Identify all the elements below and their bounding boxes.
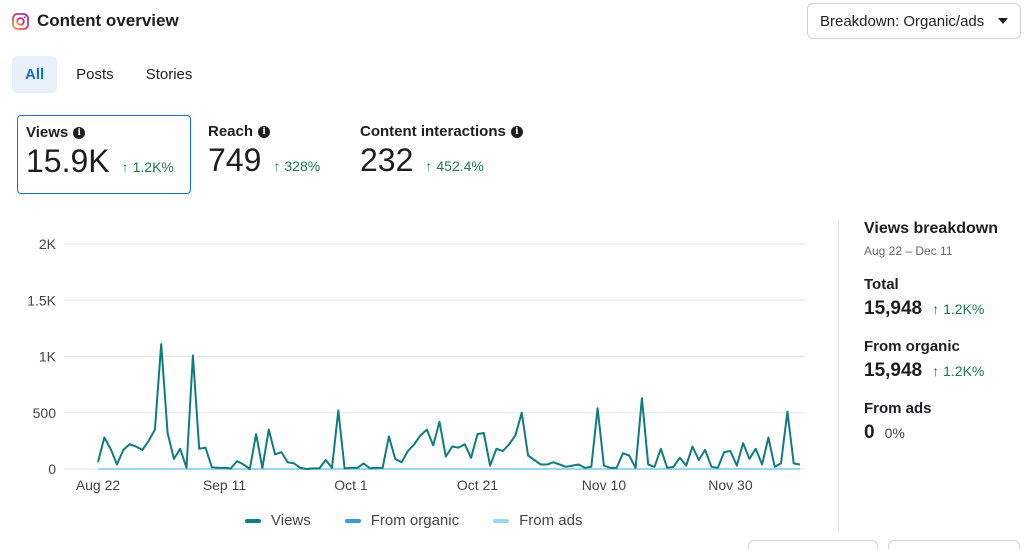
legend-item-views[interactable]: Views (245, 512, 311, 529)
page-header: Content overview (12, 8, 179, 34)
y-tick-label: 500 (33, 405, 57, 421)
tab-stories[interactable]: Stories (145, 66, 193, 83)
metric-delta: ↑ 452.4% (425, 158, 483, 174)
legend-label: From ads (519, 512, 583, 529)
x-tick-label: Oct 21 (457, 477, 498, 493)
metric-delta-value: 328% (284, 158, 321, 174)
metric-card-content-interactions[interactable]: Content interactions i 232 ↑ 452.4% (352, 115, 552, 194)
breakdown-ads-delta: 0% (884, 425, 905, 441)
caret-down-icon (998, 18, 1008, 24)
tab-posts[interactable]: Posts (76, 66, 114, 83)
legend-label: Views (271, 512, 311, 529)
breakdown-organic-value: 15,948 (864, 360, 923, 381)
y-tick-label: 1K (39, 349, 57, 365)
legend-swatch (245, 518, 261, 523)
panel-divider (838, 220, 839, 532)
metric-label: Reach (208, 123, 254, 140)
legend-swatch (493, 518, 510, 523)
metric-value: 749 (208, 142, 262, 178)
breakdown-organic-label: From organic (864, 338, 960, 355)
breakdown-organic-delta: ↑ 1.2K% (932, 363, 984, 379)
metric-delta: ↑ 1.2K% (122, 159, 174, 175)
arrow-up-icon: ↑ (121, 159, 129, 175)
breakdown-dropdown-label: Breakdown: Organic/ads (820, 12, 985, 30)
breakdown-total-label: Total (864, 276, 899, 293)
breakdown-ads-label: From ads (864, 400, 932, 417)
breakdown-ads-value: 0 (864, 422, 875, 443)
metric-delta-value: 1.2K% (132, 159, 174, 175)
footer-button[interactable] (748, 540, 878, 549)
arrow-up-icon: ↑ (932, 363, 940, 379)
x-tick-label: Nov 30 (708, 477, 753, 493)
metric-card-views[interactable]: Views i 15.9K ↑ 1.2K% (17, 115, 191, 194)
info-icon[interactable]: i (73, 126, 86, 139)
x-tick-label: Nov 10 (582, 477, 627, 493)
info-icon[interactable]: i (510, 125, 523, 138)
legend-label: From organic (370, 512, 460, 529)
breakdown-date-range: Aug 22 – Dec 11 (864, 244, 953, 258)
views-breakdown-panel: Views breakdown Aug 22 – Dec 11 Total 15… (864, 220, 1024, 444)
tab-all[interactable]: All (12, 56, 58, 93)
footer-button[interactable] (888, 540, 1020, 549)
y-tick-label: 2K (39, 236, 57, 252)
breakdown-title: Views breakdown (864, 220, 998, 237)
breakdown-total-value: 15,948 (864, 298, 923, 319)
y-tick-label: 0 (48, 461, 56, 477)
x-tick-label: Oct 1 (334, 477, 368, 493)
x-tick-label: Sep 11 (203, 477, 247, 493)
metric-delta: ↑ 328% (273, 158, 320, 174)
metric-value: 232 (360, 142, 414, 178)
instagram-icon (12, 12, 29, 30)
y-tick-label: 1.5K (27, 292, 56, 308)
metric-value: 15.9K (26, 143, 110, 179)
legend-swatch (344, 518, 361, 523)
info-icon[interactable]: i (258, 125, 271, 138)
metric-delta-value: 452.4% (436, 158, 484, 174)
metric-label: Views (26, 124, 69, 141)
content-tabs: All Posts Stories (12, 56, 205, 93)
metric-card-reach[interactable]: Reach i 749 ↑ 328% (200, 115, 350, 194)
breakdown-dropdown[interactable]: Breakdown: Organic/ads (807, 3, 1021, 39)
series-line-views (97, 343, 801, 470)
breakdown-total-delta: ↑ 1.2K% (932, 301, 984, 317)
arrow-up-icon: ↑ (273, 158, 281, 174)
page-title: Content overview (37, 11, 179, 30)
views-line-chart[interactable]: 2K 1.5K 1K 500 0 Aug 22 Sep 11 Oct 1 Oct 21 Nov 1… (0, 225, 820, 495)
arrow-up-icon: ↑ (425, 158, 433, 174)
arrow-up-icon: ↑ (932, 301, 940, 317)
delta-value: 1.2K% (943, 301, 985, 317)
legend-item-from-organic[interactable]: From organic (344, 512, 460, 529)
metric-label: Content interactions (360, 123, 506, 140)
chart-legend: Views From organic From ads (245, 512, 582, 529)
x-tick-label: Aug 22 (76, 477, 121, 493)
legend-item-from-ads[interactable]: From ads (493, 512, 582, 529)
delta-value: 1.2K% (943, 363, 985, 379)
